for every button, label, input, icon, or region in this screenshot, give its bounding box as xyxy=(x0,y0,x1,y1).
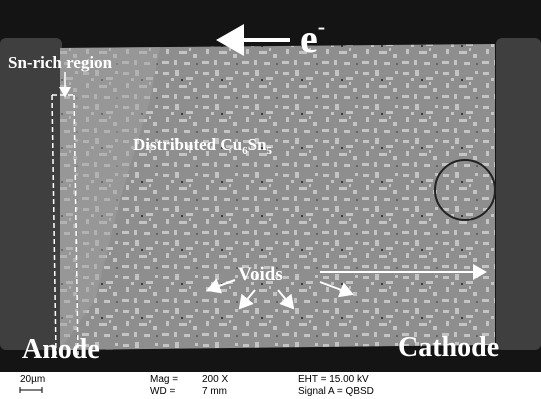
micrograph: e- Sn-rich region Distributed Cu6Sn5 Voi… xyxy=(0,0,541,399)
sn-rich-label: Sn-rich region xyxy=(8,53,113,72)
wd-label: WD = xyxy=(150,386,175,397)
cathode-label: Cathode xyxy=(398,332,499,363)
anode-label: Anode xyxy=(22,334,100,365)
mag-label: Mag = xyxy=(150,374,178,385)
wd-value: 7 mm xyxy=(202,386,227,397)
anode-pad xyxy=(0,38,62,350)
scale-text: 20µm xyxy=(20,374,45,385)
voids-label: Voids xyxy=(238,264,283,285)
signal: Signal A = QBSD xyxy=(298,386,374,397)
cathode-pad xyxy=(496,38,541,350)
distributed-label: Distributed Cu6Sn5 xyxy=(133,135,273,157)
info-bar xyxy=(0,372,541,399)
eht: EHT = 15.00 kV xyxy=(298,374,369,385)
mag-value: 200 X xyxy=(202,374,228,385)
